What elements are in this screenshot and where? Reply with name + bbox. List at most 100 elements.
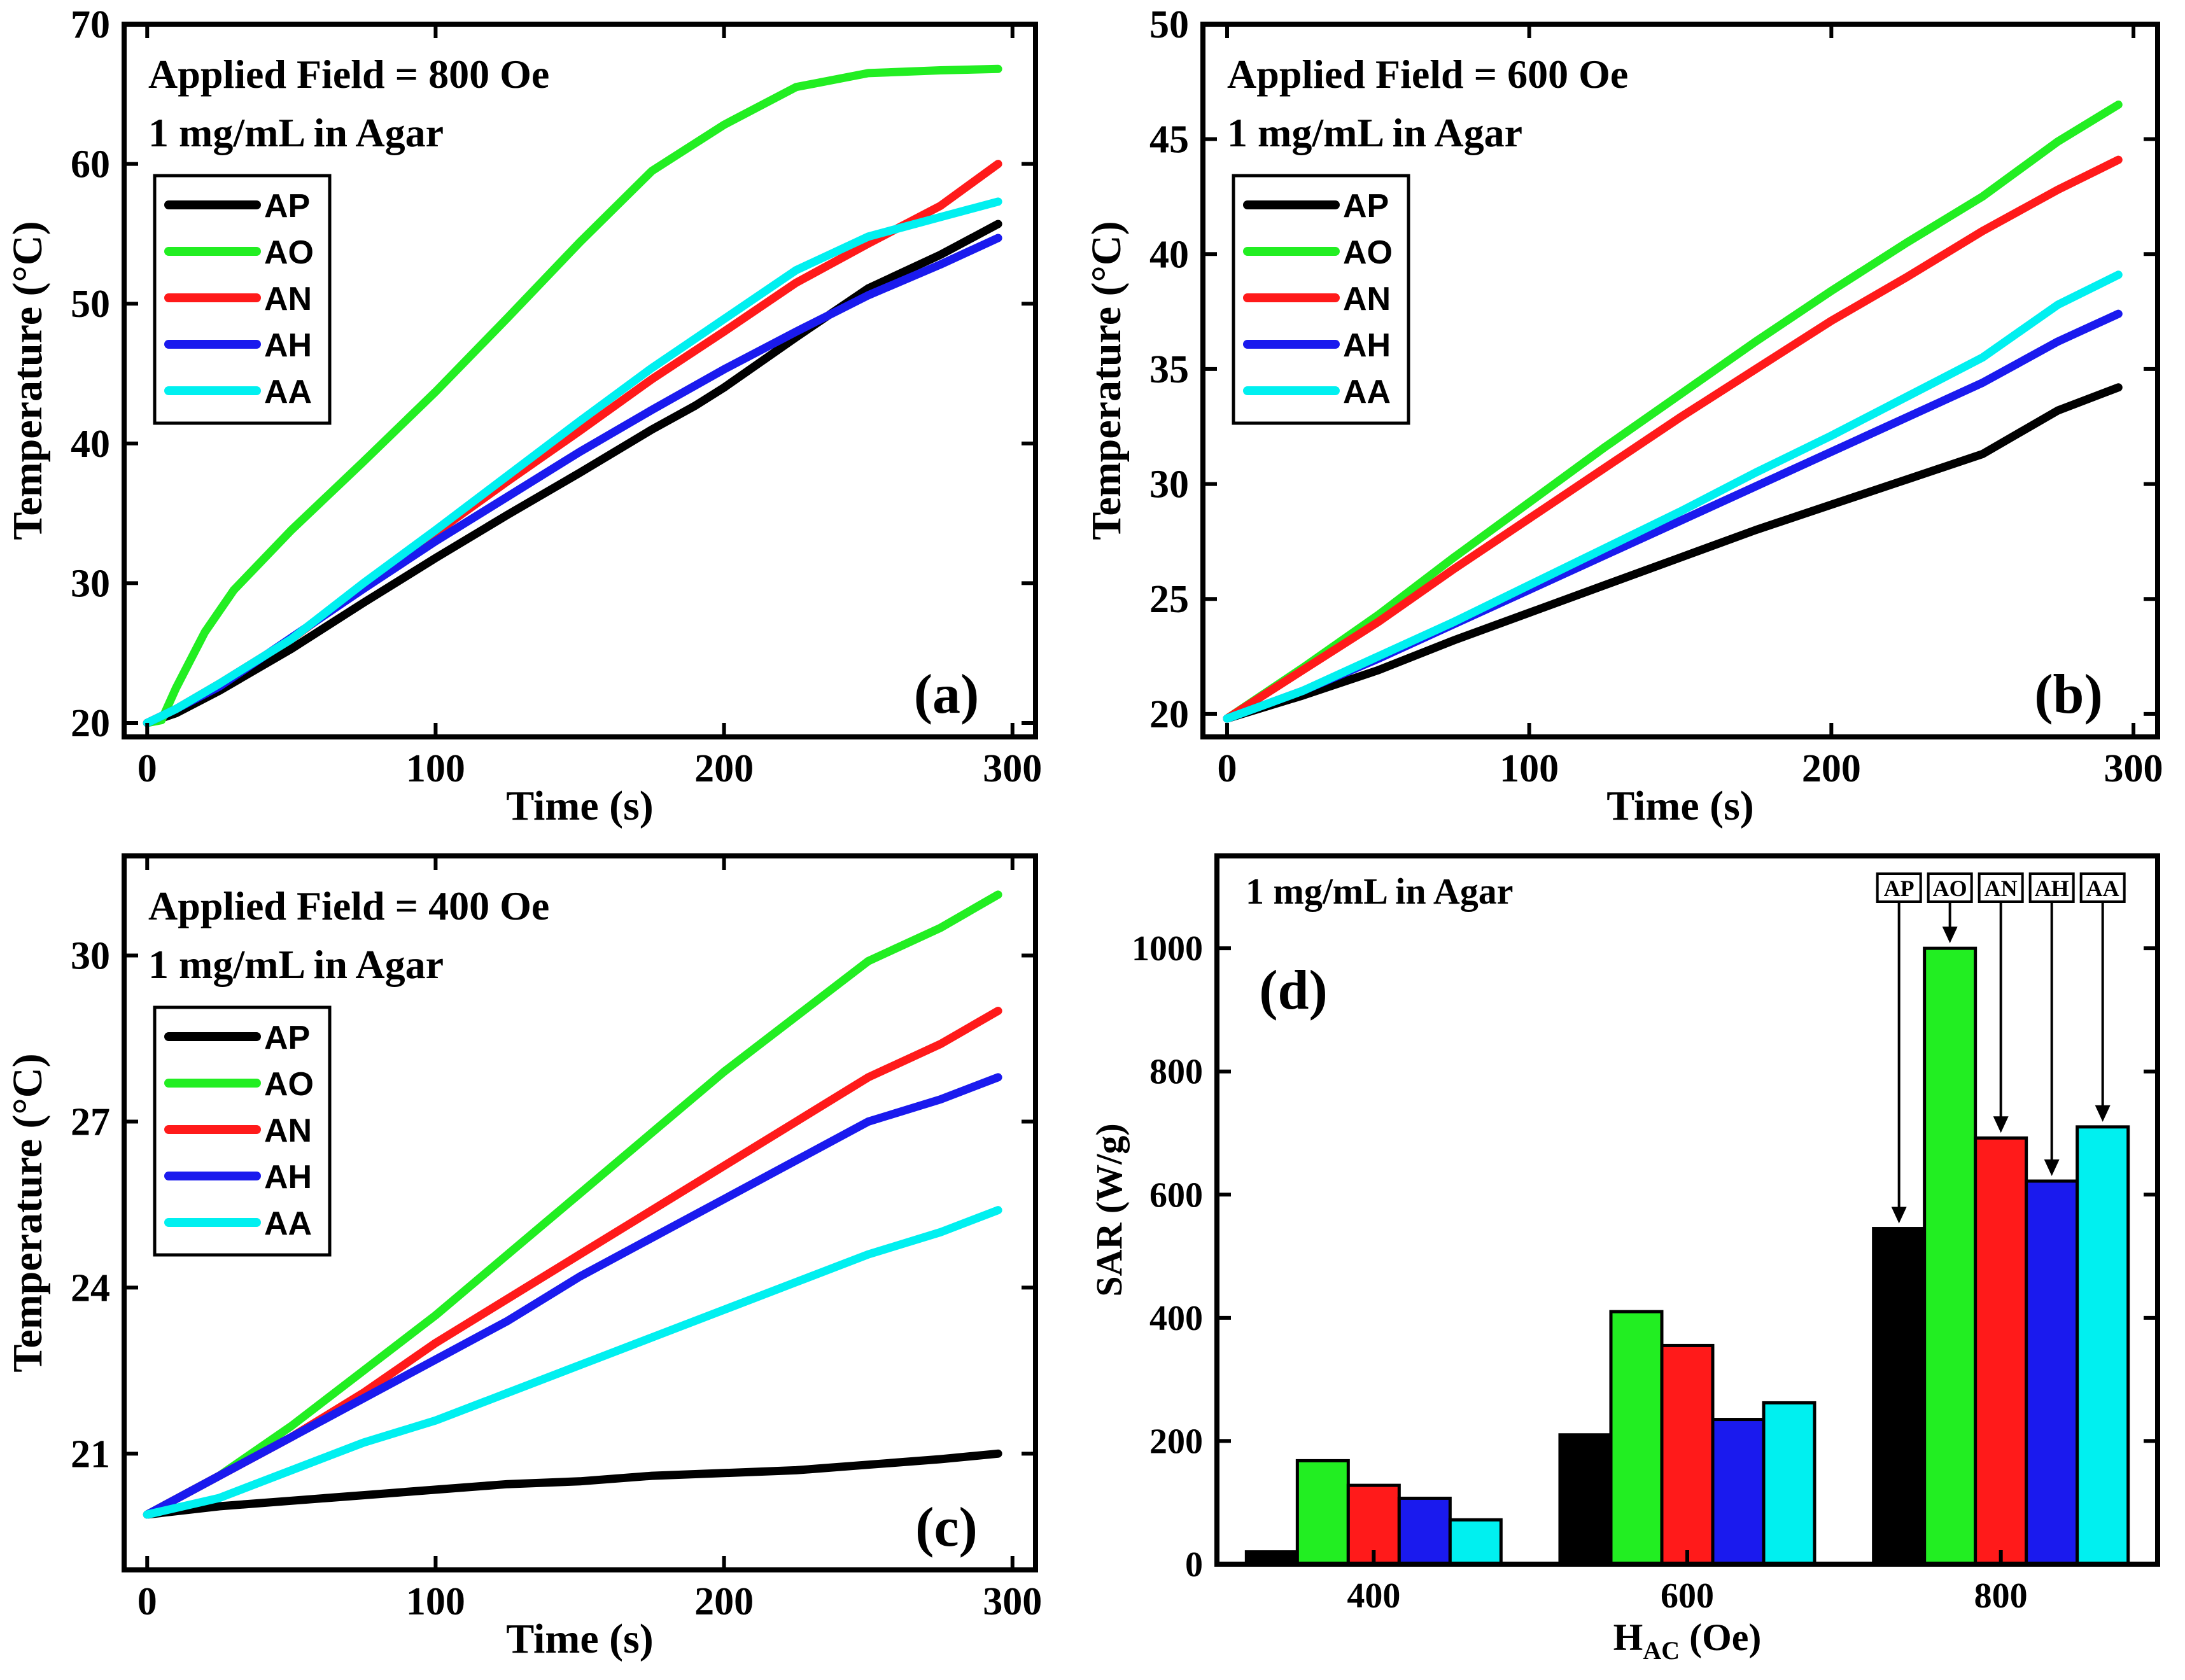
x-tick-label: 300: [983, 1580, 1042, 1623]
panel-d: 0 200 400 600 800 1000 400 600 800 HAC (Oe) SAR (W…: [1088, 853, 2160, 1665]
panel-label: (d): [1259, 960, 1328, 1021]
y-tick-label: 30: [71, 935, 110, 978]
x-axis-label: HAC (Oe): [1613, 1616, 1762, 1665]
legend-label-ap: AP: [264, 1019, 310, 1056]
annotation-text: Applied Field = 800 Oe: [148, 52, 549, 97]
x-tick-label: 300: [2104, 747, 2163, 790]
y-tick-label: 24: [71, 1266, 110, 1310]
callout-label-ap: AP: [1884, 876, 1915, 901]
series-line-ap: [1223, 383, 2123, 723]
bar-aa-600: [1762, 1401, 1816, 1566]
callout-arrow-head-ao: [1942, 927, 1958, 944]
x-axis-label-unit: (Oe): [1680, 1616, 1761, 1658]
bar-ah-800: [2025, 1179, 2079, 1566]
y-tick-label: 600: [1149, 1175, 1203, 1215]
callout-arrow-head-aa: [2095, 1105, 2111, 1122]
x-tick-label: 100: [406, 1580, 465, 1623]
y-tick-label: 20: [1149, 693, 1189, 736]
series-line-ah: [143, 1073, 1002, 1519]
series-line-ao: [143, 890, 1002, 1519]
panel-label: (c): [915, 1497, 978, 1558]
x-tick-label: 600: [1661, 1576, 1714, 1616]
y-axis-label: Temperature (°C): [4, 1053, 51, 1372]
y-tick-label: 40: [71, 423, 110, 466]
y-tick-label: 27: [71, 1100, 110, 1144]
legend-label-ao: AO: [264, 234, 314, 271]
callout-label-an: AN: [1985, 876, 2018, 901]
legend-label-an: AN: [264, 281, 312, 318]
x-tick-label: 200: [1802, 747, 1861, 790]
x-tick-label: 200: [694, 747, 754, 790]
y-tick-label: 50: [1149, 3, 1189, 46]
legend-label-ao: AO: [1343, 234, 1393, 271]
bar-ap-800: [1872, 1227, 1927, 1566]
x-axis-label-main: H: [1613, 1616, 1643, 1658]
x-tick-label: 200: [694, 1580, 754, 1623]
callout-arrow-head-ah: [2044, 1159, 2060, 1177]
x-tick-label: 0: [137, 747, 157, 790]
annotation-text: Applied Field = 400 Oe: [148, 883, 549, 928]
panel-a: 0 100 200 300 20 30 40 50 60 70 Time (s) Temperatur…: [4, 3, 1042, 829]
y-axis-label: SAR (W/g): [1088, 1123, 1130, 1296]
bar-ao-800: [1923, 946, 1978, 1566]
y-tick-label: 35: [1149, 348, 1189, 391]
bar-ao-600: [1609, 1310, 1664, 1566]
series-line-ao: [1223, 101, 2123, 723]
series-line-ap: [143, 1449, 1002, 1519]
annotation-text: 1 mg/mL in Agar: [1227, 110, 1522, 155]
bar-an-600: [1660, 1343, 1715, 1566]
legend-label-ap: AP: [1343, 188, 1389, 225]
legend-label-aa: AA: [264, 1205, 312, 1242]
y-tick-label: 30: [1149, 463, 1189, 507]
y-tick-label: 400: [1149, 1299, 1203, 1338]
series-line-aa: [143, 197, 1002, 727]
annotation-text: Applied Field = 600 Oe: [1227, 52, 1628, 97]
x-tick-label: 300: [983, 747, 1042, 790]
series-line-an: [1223, 155, 2123, 723]
y-tick-label: 70: [71, 3, 110, 46]
y-tick-label: 45: [1149, 118, 1189, 162]
legend-label-ao: AO: [264, 1066, 314, 1103]
bar-ao-400: [1295, 1459, 1350, 1566]
callout-label-aa: AA: [2086, 876, 2119, 901]
annotation-text: 1 mg/mL in Agar: [148, 110, 444, 155]
y-tick-label: 200: [1149, 1422, 1203, 1461]
series-line-ao: [143, 64, 1002, 727]
bar-an-800: [1974, 1136, 2028, 1566]
panel-label: (a): [914, 664, 980, 725]
plot-frame: [122, 22, 1038, 739]
bar-ah-400: [1397, 1496, 1452, 1566]
legend-label-ah: AH: [1343, 327, 1391, 364]
callout-label-ah: AH: [2035, 876, 2069, 901]
x-axis-label-subscript: AC: [1643, 1636, 1680, 1665]
callout-arrow-head-an: [1993, 1116, 2009, 1133]
x-axis-label: Time (s): [506, 783, 654, 829]
panel-label: (b): [2034, 664, 2103, 725]
legend-label-ah: AH: [264, 1159, 312, 1196]
y-tick-label: 800: [1149, 1053, 1203, 1092]
y-tick-label: 1000: [1132, 929, 1203, 969]
legend-label-aa: AA: [264, 374, 312, 410]
y-tick-label: 50: [71, 283, 110, 326]
series-line-aa: [143, 1206, 1002, 1519]
y-tick-label: 20: [71, 702, 110, 745]
y-tick-label: 25: [1149, 578, 1189, 621]
bar-ah-600: [1711, 1418, 1766, 1566]
x-tick-label: 0: [137, 1580, 157, 1623]
bar-aa-800: [2076, 1125, 2130, 1566]
x-tick-label: 800: [1974, 1576, 2028, 1616]
x-tick-label: 100: [406, 747, 465, 790]
annotation-text: 1 mg/mL in Agar: [1246, 871, 1514, 912]
y-axis-label: Temperature (°C): [4, 221, 51, 540]
bar-ap-600: [1558, 1433, 1613, 1566]
callout-label-ao: AO: [1933, 876, 1967, 901]
legend-label-ah: AH: [264, 327, 312, 364]
y-axis-label: Temperature (°C): [1083, 221, 1130, 540]
callout-arrow-head-ap: [1891, 1207, 1907, 1224]
x-axis-label: Time (s): [506, 1616, 654, 1662]
panel-c: 0 100 200 300 21 24 27 30 Time (s) Temperature (°…: [4, 853, 1042, 1662]
legend-label-an: AN: [1343, 281, 1391, 318]
legend-label-ap: AP: [264, 188, 310, 225]
bar-aa-400: [1448, 1518, 1503, 1566]
